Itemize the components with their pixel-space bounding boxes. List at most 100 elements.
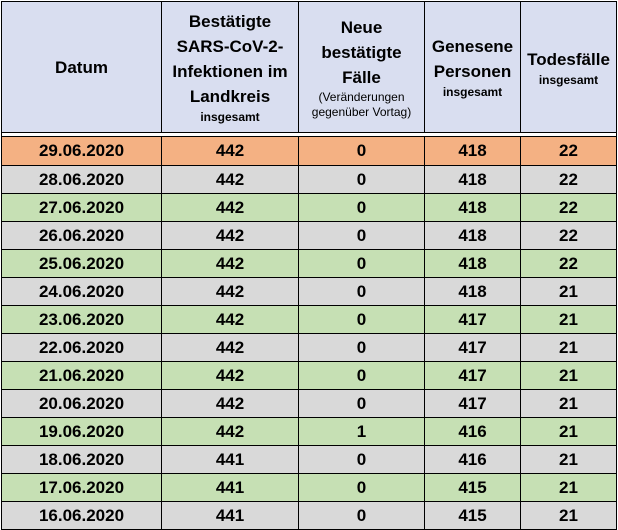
cell-infektionen: 442 [161, 361, 299, 390]
table-header: Datum Bestätigte SARS-CoV-2- Infektionen… [1, 1, 617, 137]
table-row: 21.06.2020 442 0 417 21 [1, 361, 617, 390]
header-neue-line1: Neue [340, 17, 383, 37]
cell-todesfaelle: 22 [520, 249, 617, 278]
header-bestaetigte-line3: Infektionen im [172, 62, 288, 81]
cell-neue: 0 [298, 165, 425, 194]
header-genesene-line1: Genesene [431, 37, 514, 56]
table-row: 27.06.2020 442 0 418 22 [1, 193, 617, 222]
header-row: Datum Bestätigte SARS-CoV-2- Infektionen… [1, 1, 617, 133]
cell-infektionen: 442 [161, 333, 299, 362]
cell-neue: 0 [298, 136, 425, 166]
table-row: 29.06.2020 442 0 418 22 [1, 136, 617, 166]
cell-infektionen: 442 [161, 417, 299, 446]
cell-todesfaelle: 21 [520, 361, 617, 390]
cell-infektionen: 442 [161, 165, 299, 194]
cell-datum: 18.06.2020 [1, 445, 162, 474]
cell-datum: 17.06.2020 [1, 473, 162, 502]
cell-datum: 24.06.2020 [1, 277, 162, 306]
cell-datum: 29.06.2020 [1, 136, 162, 166]
header-genesene-personen: Genesene Personen insgesamt [424, 1, 521, 133]
cell-datum: 25.06.2020 [1, 249, 162, 278]
header-todesfaelle: Todesfälle insgesamt [520, 1, 617, 133]
cell-todesfaelle: 22 [520, 193, 617, 222]
cell-datum: 27.06.2020 [1, 193, 162, 222]
cell-datum: 21.06.2020 [1, 361, 162, 390]
cell-datum: 23.06.2020 [1, 305, 162, 334]
header-neue-sub1: (Veränderungen [318, 89, 405, 104]
cell-neue: 0 [298, 305, 425, 334]
cell-infektionen: 442 [161, 277, 299, 306]
table-row: 23.06.2020 442 0 417 21 [1, 305, 617, 334]
cell-datum: 20.06.2020 [1, 389, 162, 418]
cell-neue: 0 [298, 445, 425, 474]
cell-genesene: 417 [424, 305, 521, 334]
cell-todesfaelle: 21 [520, 389, 617, 418]
cell-neue: 1 [298, 417, 425, 446]
cell-todesfaelle: 21 [520, 305, 617, 334]
cell-datum: 28.06.2020 [1, 165, 162, 194]
cell-infektionen: 442 [161, 193, 299, 222]
cell-todesfaelle: 22 [520, 136, 617, 166]
header-tode-line1: Todesfälle [527, 49, 610, 69]
header-genesene-sub: insgesamt [442, 85, 503, 99]
cell-genesene: 415 [424, 473, 521, 502]
header-bestaetigte-line4: Landkreis [189, 87, 271, 106]
header-bestaetigte-line1: Bestätigte [188, 12, 272, 31]
cell-genesene: 417 [424, 333, 521, 362]
cell-todesfaelle: 21 [520, 445, 617, 474]
cell-infektionen: 442 [161, 221, 299, 250]
cell-datum: 22.06.2020 [1, 333, 162, 362]
cell-todesfaelle: 22 [520, 221, 617, 250]
cell-genesene: 418 [424, 277, 521, 306]
cell-todesfaelle: 21 [520, 417, 617, 446]
cell-genesene: 416 [424, 445, 521, 474]
table-row: 19.06.2020 442 1 416 21 [1, 417, 617, 446]
cell-infektionen: 442 [161, 389, 299, 418]
cell-neue: 0 [298, 361, 425, 390]
cell-infektionen: 441 [161, 501, 299, 530]
table-row: 22.06.2020 442 0 417 21 [1, 333, 617, 362]
table-row: 26.06.2020 442 0 418 22 [1, 221, 617, 250]
cell-neue: 0 [298, 249, 425, 278]
cell-todesfaelle: 21 [520, 501, 617, 530]
cell-infektionen: 441 [161, 445, 299, 474]
cell-genesene: 418 [424, 136, 521, 166]
cell-genesene: 418 [424, 193, 521, 222]
cell-todesfaelle: 21 [520, 277, 617, 306]
cell-todesfaelle: 22 [520, 165, 617, 194]
cell-infektionen: 442 [161, 249, 299, 278]
header-datum: Datum [1, 1, 162, 133]
cell-datum: 16.06.2020 [1, 501, 162, 530]
cell-neue: 0 [298, 333, 425, 362]
header-bestaetigte-sub: insgesamt [200, 110, 260, 124]
table-row: 25.06.2020 442 0 418 22 [1, 249, 617, 278]
header-genesene-line2: Personen [433, 62, 512, 81]
table-row: 24.06.2020 442 0 418 21 [1, 277, 617, 306]
table-row: 16.06.2020 441 0 415 21 [1, 501, 617, 530]
header-neue-line2: bestätigte [321, 42, 402, 62]
cell-genesene: 417 [424, 389, 521, 418]
table-row: 20.06.2020 442 0 417 21 [1, 389, 617, 418]
header-bestaetigte-line2: SARS-CoV-2- [176, 37, 284, 56]
header-tode-sub: insgesamt [538, 72, 599, 87]
cell-infektionen: 442 [161, 305, 299, 334]
cell-genesene: 418 [424, 165, 521, 194]
cell-genesene: 418 [424, 249, 521, 278]
cell-genesene: 418 [424, 221, 521, 250]
header-neue-sub2: gegenüber Vortag) [311, 104, 412, 119]
header-datum-label: Datum [55, 57, 108, 77]
header-neue-faelle: Neue bestätigte Fälle (Veränderungen geg… [298, 1, 425, 133]
cell-infektionen: 442 [161, 136, 299, 166]
cell-genesene: 417 [424, 361, 521, 390]
cell-datum: 26.06.2020 [1, 221, 162, 250]
table-row: 18.06.2020 441 0 416 21 [1, 445, 617, 474]
cell-datum: 19.06.2020 [1, 417, 162, 446]
cell-genesene: 415 [424, 501, 521, 530]
cell-genesene: 416 [424, 417, 521, 446]
cell-infektionen: 441 [161, 473, 299, 502]
cell-neue: 0 [298, 389, 425, 418]
cell-todesfaelle: 21 [520, 333, 617, 362]
cell-neue: 0 [298, 221, 425, 250]
cell-todesfaelle: 21 [520, 473, 617, 502]
